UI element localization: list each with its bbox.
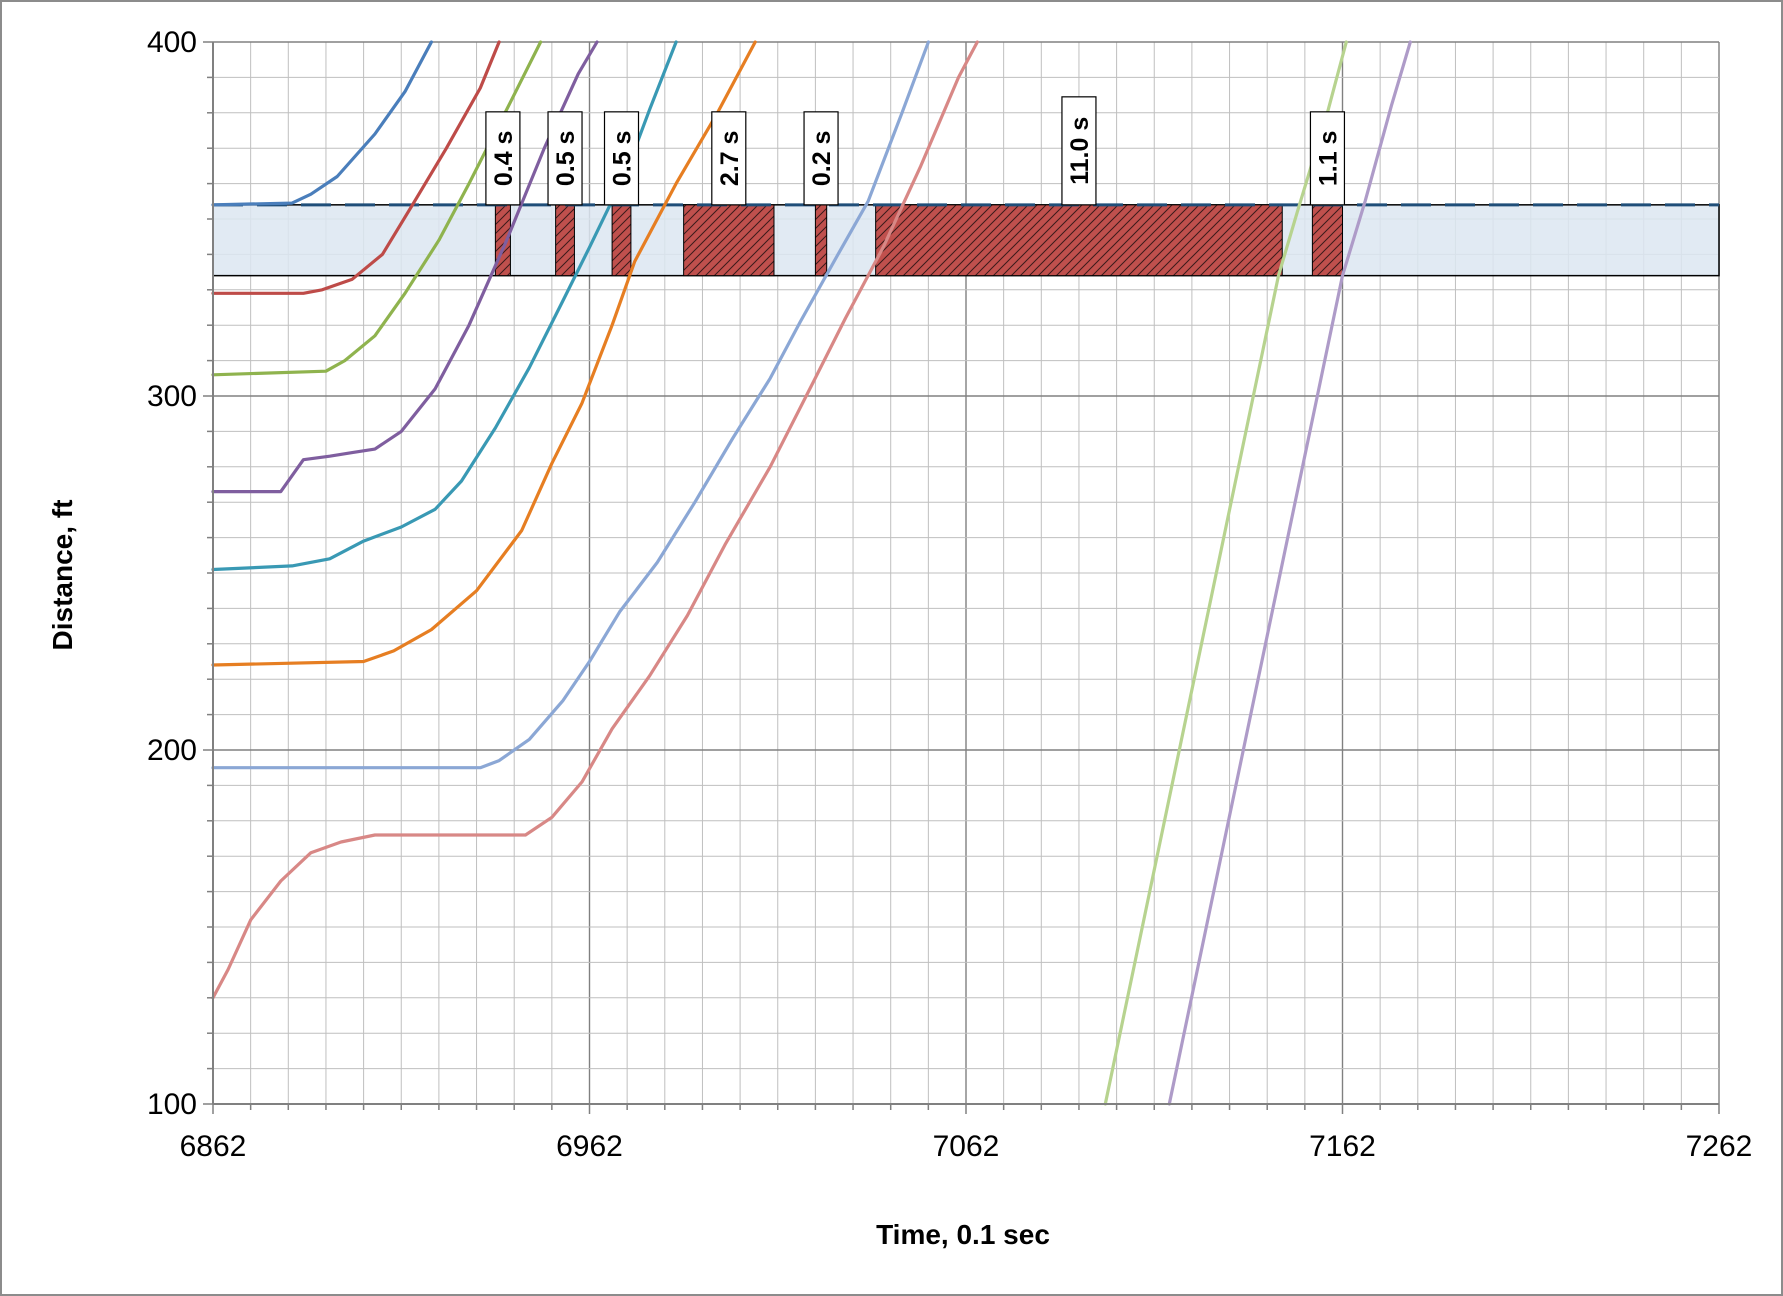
trajectory-line: [211, 40, 931, 770]
gap-label: 0.4 s: [490, 131, 518, 187]
gap-rect: [1311, 204, 1344, 277]
x-tick-label: 7262: [1686, 1130, 1753, 1163]
y-tick-label: 300: [147, 380, 197, 413]
gap-label-box: [603, 111, 640, 206]
axes: 6862 6962 7062 7162 7262 100 200 300 400: [147, 26, 1752, 1163]
gap-label-box: [1309, 111, 1346, 206]
gap-label-box: [485, 111, 521, 206]
gap-rect: [814, 204, 828, 277]
trajectory-line: [1103, 40, 1348, 1106]
gap-label: 0.5 s: [552, 131, 580, 187]
gap-label: 11.0 s: [1066, 117, 1094, 185]
y-tick-label: 400: [147, 26, 197, 59]
x-tick-label: 7062: [933, 1130, 1000, 1163]
trajectory-line: [211, 40, 433, 207]
x-tick-label: 6962: [556, 1130, 623, 1163]
gap-label-box: [547, 111, 583, 206]
series-group: [211, 40, 1412, 1106]
gap-labels: 0.4 s 0.5 s 0.5 s 2.7 s 0.2 s 11.0 s 1.1 s: [485, 96, 1346, 206]
grid: [212, 41, 1720, 1105]
gap-rect: [611, 204, 632, 277]
gap-rect: [555, 204, 575, 277]
gap-label-box: [711, 111, 747, 206]
detection-zone: [212, 203, 1720, 277]
gap-rect: [875, 204, 1283, 277]
trajectory-line: [1167, 40, 1412, 1106]
trajectory-line: [211, 40, 757, 667]
gap-label: 1.1 s: [1314, 131, 1342, 187]
gap-label: 0.2 s: [808, 131, 836, 187]
trajectory-line: [211, 40, 979, 1000]
x-axis-title: Time, 0.1 sec: [876, 1219, 1050, 1250]
gap-label: 0.5 s: [609, 131, 637, 187]
trajectory-line: [211, 40, 599, 494]
y-tick-label: 100: [147, 1088, 197, 1121]
gap-rect: [683, 204, 775, 277]
y-tick-label: 200: [147, 734, 197, 767]
x-tick-label: 7162: [1309, 1130, 1376, 1163]
gap-label-box: [803, 111, 839, 206]
y-axis-title: Distance, ft: [47, 500, 78, 651]
x-tick-label: 6862: [180, 1130, 247, 1163]
gap-label: 2.7 s: [716, 131, 744, 187]
trajectory-line: [211, 40, 501, 295]
gap-label-box: [1061, 96, 1097, 206]
